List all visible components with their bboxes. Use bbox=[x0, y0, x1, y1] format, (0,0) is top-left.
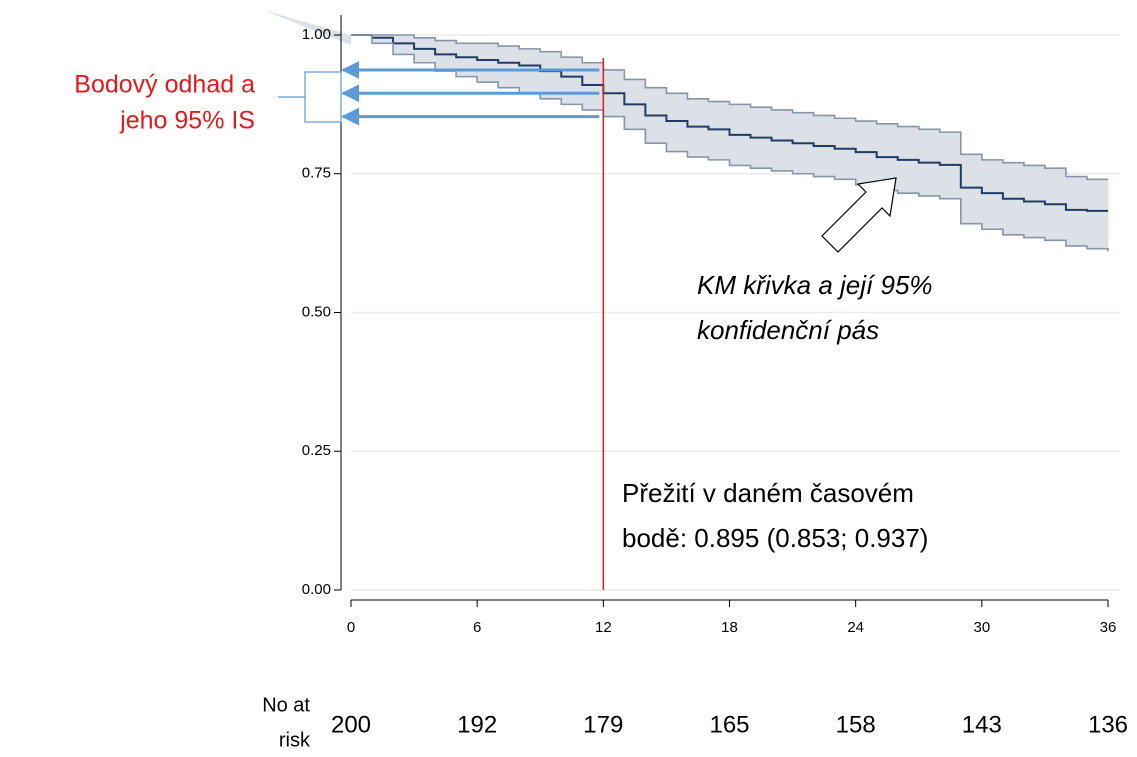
risk-count: 192 bbox=[457, 711, 497, 738]
x-tick-label: 6 bbox=[473, 619, 481, 636]
plot: 0.00 0.25 0.50 0.75 1.00 0 6 12 18 24 30 36 200 192 17… bbox=[302, 15, 1128, 738]
risk-count: 200 bbox=[331, 711, 371, 738]
confidence-band bbox=[393, 35, 415, 55]
annotation: konfidenční pás bbox=[697, 315, 879, 345]
confidence-band bbox=[981, 159, 1004, 230]
confidence-band bbox=[477, 43, 499, 83]
x-tick-label: 12 bbox=[595, 619, 612, 636]
confidence-band bbox=[540, 51, 562, 99]
confidence-band bbox=[435, 40, 457, 72]
ci-line bbox=[351, 34, 1109, 252]
confidence-band bbox=[708, 101, 730, 160]
y-tick-label: 1.00 bbox=[302, 26, 331, 43]
annotation: KM křivka a její 95% bbox=[697, 270, 933, 300]
annotation: bodě: 0.895 (0.853; 0.937) bbox=[622, 523, 928, 553]
risk-count: 179 bbox=[583, 711, 623, 738]
confidence-band bbox=[687, 98, 709, 158]
risk-label: risk bbox=[279, 729, 311, 751]
band-start bbox=[263, 10, 351, 45]
risk-count: 136 bbox=[1088, 711, 1128, 738]
km-line bbox=[351, 34, 1108, 212]
y-tick-label: 0.00 bbox=[302, 581, 331, 598]
confidence-band bbox=[561, 57, 583, 105]
confidence-band bbox=[414, 37, 436, 63]
confidence-band bbox=[498, 46, 520, 88]
x-tick-label: 24 bbox=[847, 619, 864, 636]
confidence-band bbox=[666, 93, 688, 152]
confidence-band bbox=[960, 154, 983, 224]
risk-label: No at bbox=[262, 694, 310, 716]
confidence-band bbox=[1065, 176, 1088, 246]
ci-line bbox=[351, 34, 1108, 181]
confidence-band bbox=[372, 35, 394, 44]
x-tick-label: 0 bbox=[347, 619, 355, 636]
annotation: jeho 95% IS bbox=[119, 107, 255, 135]
y-tick-label: 0.50 bbox=[302, 303, 331, 320]
risk-count: 158 bbox=[836, 711, 876, 738]
annotation: Přežití v daném časovém bbox=[622, 478, 914, 508]
x-tick-label: 18 bbox=[721, 619, 738, 636]
x-tick-label: 30 bbox=[973, 619, 990, 636]
y-tick-label: 0.25 bbox=[302, 442, 331, 459]
risk-count: 143 bbox=[962, 711, 1002, 738]
confidence-band bbox=[1086, 179, 1109, 249]
x-tick-label: 36 bbox=[1100, 619, 1117, 636]
callout-arrow bbox=[821, 177, 897, 253]
confidence-band bbox=[582, 62, 604, 110]
y-tick-label: 0.75 bbox=[302, 165, 331, 182]
confidence-band bbox=[456, 43, 478, 77]
annotation: Bodový odhad a bbox=[74, 71, 255, 99]
risk-count: 165 bbox=[709, 711, 749, 738]
